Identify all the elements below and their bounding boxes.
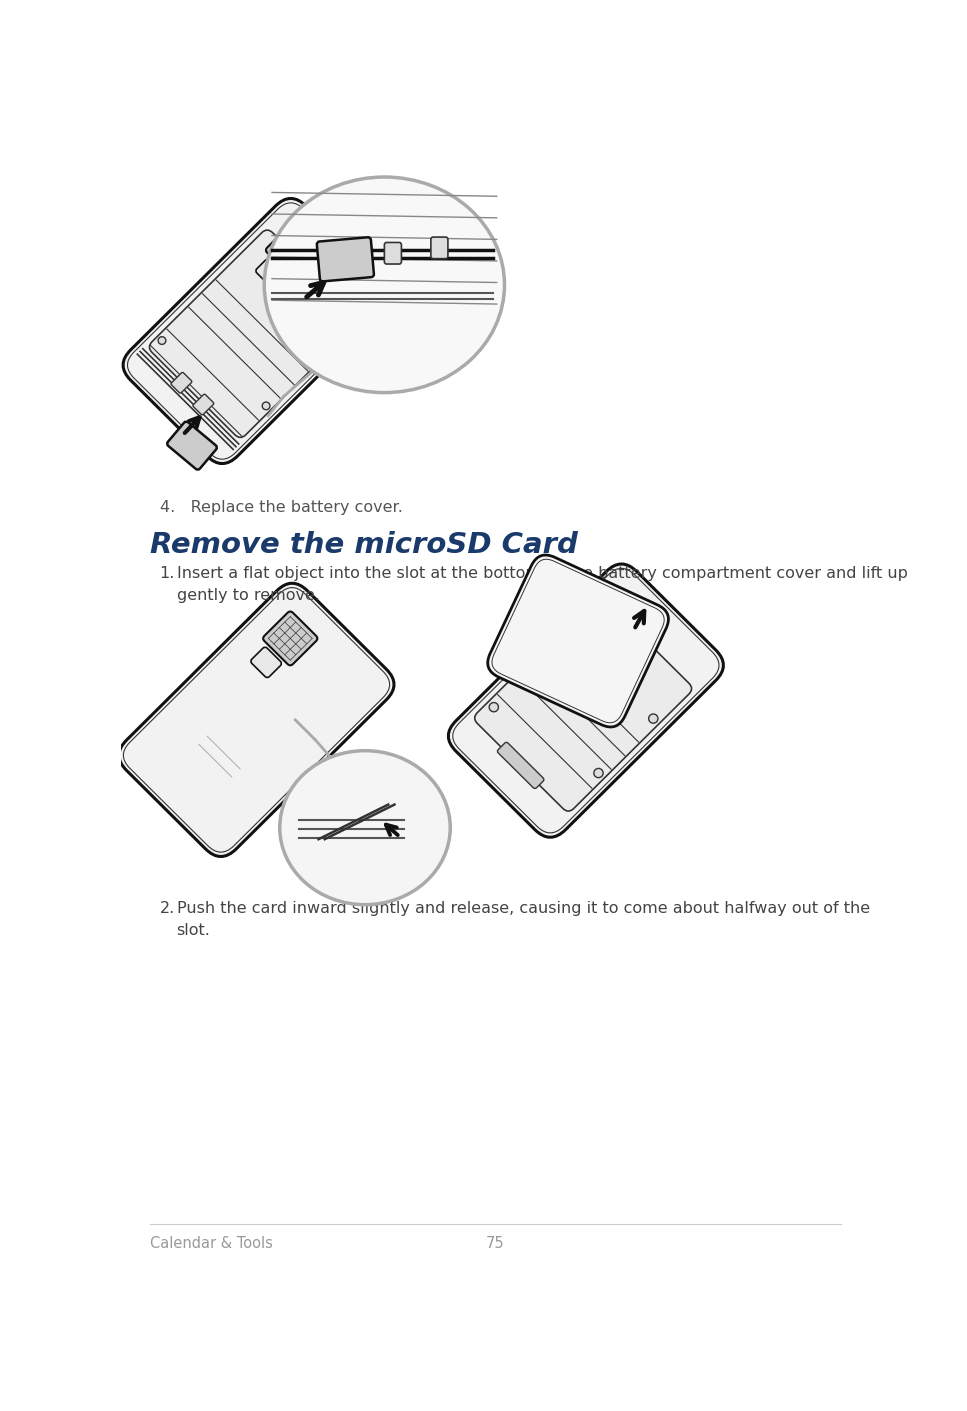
FancyBboxPatch shape xyxy=(119,583,394,856)
FancyBboxPatch shape xyxy=(250,648,281,677)
Ellipse shape xyxy=(279,751,451,904)
FancyBboxPatch shape xyxy=(384,243,401,264)
Text: 2.: 2. xyxy=(160,900,175,916)
FancyBboxPatch shape xyxy=(593,593,647,646)
Circle shape xyxy=(323,341,331,350)
Text: Remove the microSD Card: Remove the microSD Card xyxy=(150,531,578,559)
FancyBboxPatch shape xyxy=(149,230,358,437)
FancyBboxPatch shape xyxy=(580,628,611,659)
Circle shape xyxy=(158,337,166,344)
Text: Calendar & Tools: Calendar & Tools xyxy=(150,1236,274,1250)
FancyBboxPatch shape xyxy=(449,564,723,837)
Text: 75: 75 xyxy=(485,1236,505,1250)
FancyBboxPatch shape xyxy=(266,226,316,275)
Text: Push the card inward slightly and release, causing it to come about halfway out : Push the card inward slightly and releas… xyxy=(177,900,869,938)
Circle shape xyxy=(262,402,270,409)
Text: 1.: 1. xyxy=(160,566,175,581)
FancyBboxPatch shape xyxy=(167,422,217,470)
FancyBboxPatch shape xyxy=(431,237,448,258)
FancyBboxPatch shape xyxy=(123,199,390,464)
FancyBboxPatch shape xyxy=(263,611,317,666)
FancyBboxPatch shape xyxy=(193,394,214,415)
FancyBboxPatch shape xyxy=(256,258,282,285)
FancyBboxPatch shape xyxy=(171,373,191,394)
Ellipse shape xyxy=(264,176,505,392)
FancyBboxPatch shape xyxy=(475,595,691,811)
FancyBboxPatch shape xyxy=(487,555,668,727)
FancyBboxPatch shape xyxy=(317,237,374,281)
Text: Insert a flat object into the slot at the bottom of the battery compartment cove: Insert a flat object into the slot at th… xyxy=(177,566,908,602)
Circle shape xyxy=(594,769,603,777)
Circle shape xyxy=(649,714,658,724)
FancyBboxPatch shape xyxy=(497,742,544,789)
Text: 4.   Replace the battery cover.: 4. Replace the battery cover. xyxy=(160,501,402,515)
Circle shape xyxy=(489,703,498,711)
